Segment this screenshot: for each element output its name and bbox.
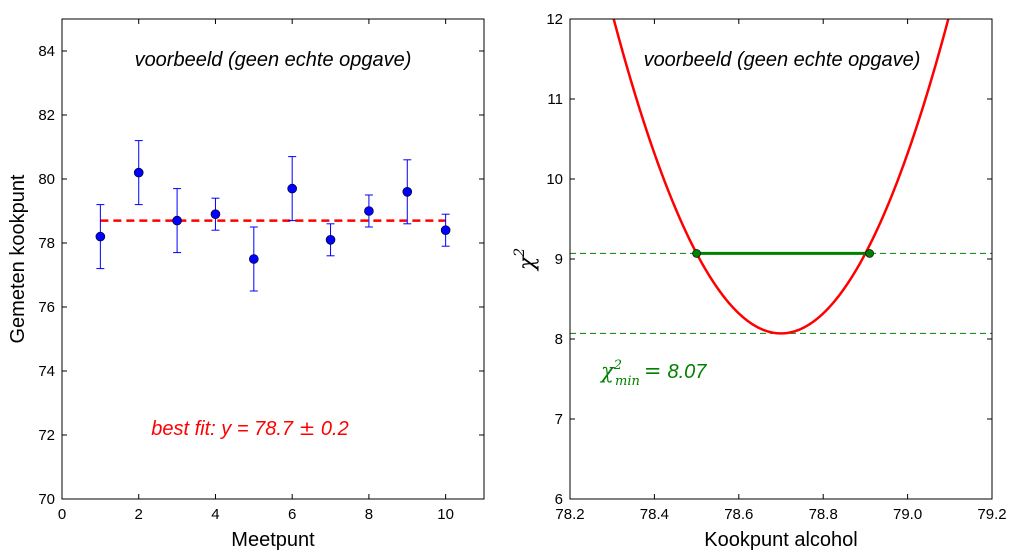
data-point [172,215,182,226]
fit-annotation-suffix: 0.2 [321,418,349,440]
data-point [133,167,144,178]
chi-min-eq: = [644,359,662,383]
left-x-tick-label: 4 [211,506,219,523]
data-point [402,187,413,197]
data-point [440,225,451,235]
left-x-axis-label: Meetpunt [231,529,315,551]
right-chart: 78.2 78.4 78.6 78.8 79.0 79.2 6 7 8 9 10 11 12 voorb… [512,11,1007,551]
right-x-tick-label: 78.8 [809,506,838,523]
right-interval-group [692,249,874,258]
chi-min-sup: 2 [613,358,622,373]
right-example-note: voorbeeld (geen echte opgave) [644,49,921,71]
left-y-axis-label: Gemeten kookpunt [7,174,29,343]
right-y-tick-label: 8 [555,331,563,348]
fit-annotation-pm: ± [299,416,316,440]
right-y-tick-label: 11 [547,91,563,108]
chi-min-value: 8.07 [667,361,707,383]
left-x-tick-label: 10 [437,506,454,523]
left-y-tick-label: 78 [38,235,55,252]
right-y-tick-label: 9 [555,251,563,268]
interval-endpoint [865,249,874,258]
fit-annotation: best fit: y = 78.7 ± 0.2 [151,416,348,440]
data-point [325,235,336,245]
right-x-tick-label: 78.6 [724,506,753,523]
left-x-tick-label: 2 [135,506,143,523]
right-hlines-group [570,252,992,334]
data-point [287,183,297,194]
right-y-axis-label-base: χ [515,255,540,272]
right-curve-group [612,19,950,335]
left-y-tick-label: 76 [38,299,55,316]
left-x-tick-label: 0 [58,506,66,523]
interval-endpoint [692,249,701,258]
left-y-tick-label: 70 [38,491,55,508]
left-y-tick-label: 72 [38,427,55,444]
right-x-tick-label: 79.0 [893,506,922,523]
chi2-curve [612,19,950,335]
left-y-tick-label: 82 [38,107,55,124]
left-x-tick-label: 6 [288,506,296,523]
right-x-tick-label: 78.4 [640,506,669,523]
left-y-tick-label: 80 [38,171,55,188]
right-y-axis-label: χ2 [512,248,540,272]
left-chart: 0 2 4 6 8 10 70 72 74 76 78 80 82 84 voorbeeld (geen … [7,18,485,551]
fit-annotation-prefix: best fit: y = 78.7 [151,418,294,440]
right-x-axis-label: Kookpunt alcohol [704,529,857,551]
left-points-group [95,140,451,292]
right-y-axis-label-sup: 2 [512,248,528,258]
right-y-tick-label: 10 [546,171,563,188]
right-x-tick-label: 78.2 [555,506,584,523]
right-y-tick-label: 12 [546,11,563,28]
data-point [95,231,106,242]
right-ticks: 78.2 78.4 78.6 78.8 79.0 79.2 6 7 8 9 10 11 12 [546,11,1006,523]
left-y-tick-label: 74 [38,363,55,380]
right-y-tick-label: 7 [555,411,563,428]
left-y-tick-label: 84 [38,43,55,60]
left-example-note: voorbeeld (geen echte opgave) [135,49,412,71]
left-plot-frame [61,18,485,500]
chi-min-annotation: χ2 min = 8.07 [599,358,707,389]
chi-min-sub: min [615,374,640,389]
data-point [249,254,259,264]
chi-min-base: χ [599,359,615,383]
left-ticks: 0 2 4 6 8 10 70 72 74 76 78 80 82 84 [38,19,484,523]
data-point [364,206,374,216]
right-y-tick-label: 6 [555,491,563,508]
left-x-tick-label: 8 [365,506,373,523]
data-point [210,209,221,219]
right-x-tick-label: 79.2 [977,506,1006,523]
